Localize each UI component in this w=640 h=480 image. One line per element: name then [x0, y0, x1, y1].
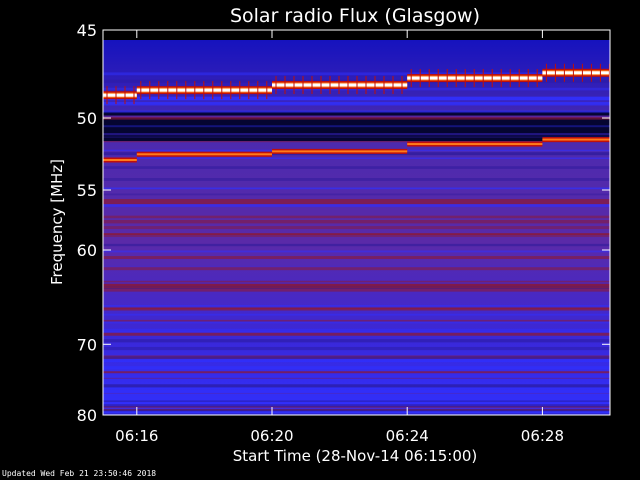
spectrogram-texture-band: [103, 141, 610, 143]
spectrogram-texture-band: [103, 359, 610, 363]
emission-line: [103, 93, 137, 97]
spectrogram-texture-band: [103, 193, 610, 196]
spectrogram-texture-band: [103, 409, 610, 412]
spectrogram-texture-band: [103, 266, 610, 271]
spectrogram-texture-band: [103, 243, 610, 247]
spectrogram-texture-band: [103, 96, 610, 101]
spectrogram-texture-band: [103, 346, 610, 351]
spectrogram-texture-band: [103, 313, 610, 316]
spectrogram-texture-band: [103, 256, 610, 260]
emission-line: [272, 150, 408, 153]
spectrogram-texture-band: [103, 133, 610, 136]
x-axis-label: Start Time (28-Nov-14 06:15:00): [233, 447, 478, 465]
x-axis: 06:16 06:20 06:24 06:28: [115, 30, 564, 445]
spectrogram-texture-band: [103, 283, 610, 287]
spectrogram-texture-band: [103, 226, 610, 230]
spectrogram-texture-band: [103, 204, 610, 208]
spectrogram-texture-band: [103, 233, 610, 237]
emission-line: [542, 71, 610, 75]
spectrogram-texture-band: [103, 220, 610, 224]
spectrogram-dark-band: [103, 30, 610, 40]
spectrogram-texture-band: [103, 392, 610, 394]
y-tick-label: 70: [77, 335, 97, 354]
spectrogram-texture-band: [103, 72, 610, 76]
spectrogram-texture-band: [103, 330, 610, 333]
spectrogram-emission-band: [103, 199, 610, 205]
spectrogram-emission-band: [103, 332, 610, 336]
spectrogram-texture-band: [103, 110, 610, 114]
spectrogram-texture-band: [103, 115, 610, 118]
emission-line: [407, 76, 543, 80]
y-axis-label: Frequency [MHz]: [48, 159, 66, 285]
plot-area: [102, 29, 611, 416]
spectrogram-texture-band: [103, 280, 610, 283]
spectrogram-texture-band: [103, 125, 610, 128]
spectrogram-texture-band: [103, 366, 610, 370]
spectrogram-texture-band: [103, 101, 610, 105]
x-tick-label: 06:28: [521, 427, 564, 445]
y-tick-label: 60: [77, 241, 97, 260]
emission-line: [542, 138, 610, 141]
x-tick-label: 06:16: [115, 427, 158, 445]
spectrogram-texture-band: [103, 384, 610, 388]
x-tick-label: 06:20: [250, 427, 293, 445]
chart-title: Solar radio Flux (Glasgow): [230, 5, 480, 27]
spectrogram-texture-band: [103, 136, 610, 138]
spectrogram-texture-band: [103, 404, 610, 408]
spectrogram-texture-band: [103, 308, 610, 311]
emission-line: [407, 143, 543, 146]
updated-timestamp: Updated Wed Feb 21 23:50:46 2018: [2, 469, 157, 478]
spectrogram-texture-band: [103, 187, 610, 190]
spectrogram-texture-band: [103, 215, 610, 219]
y-tick-label: 45: [77, 21, 97, 40]
spectrogram-texture-band: [103, 356, 610, 359]
spectrogram-texture-band: [103, 166, 610, 169]
spectrogram-texture-band: [103, 110, 610, 112]
spectrogram-emission-band: [103, 286, 610, 289]
spectrogram-texture-band: [103, 400, 610, 403]
y-tick-label: 50: [77, 109, 97, 128]
spectrogram-texture-band: [103, 339, 610, 343]
y-tick-label: 55: [77, 181, 97, 200]
spectrogram-texture-band: [103, 319, 610, 322]
spectrogram-texture-band: [103, 305, 610, 307]
spectrogram-texture-band: [103, 288, 610, 292]
spectrogram-texture-band: [103, 321, 610, 324]
emission-line: [136, 88, 272, 92]
plot-frame: [102, 29, 611, 416]
spectrogram-texture-band: [103, 117, 610, 120]
spectrogram-texture-band: [103, 250, 610, 253]
spectrogram-texture-band: [103, 115, 610, 118]
emission-line: [272, 83, 408, 87]
spectrogram-texture-band: [103, 178, 610, 181]
spectrogram-texture-band: [103, 157, 610, 160]
x-tick-label: 06:24: [386, 427, 429, 445]
spectrogram-emission-band: [103, 371, 610, 374]
spectrogram-texture-band: [103, 328, 610, 331]
emission-line: [103, 159, 137, 161]
spectrogram-texture-band: [103, 377, 610, 379]
y-tick-label: 80: [77, 406, 97, 425]
emission-line: [136, 153, 272, 156]
spectrogram-emission-band: [103, 233, 610, 236]
y-axis: 45 50 55 60 70 80: [77, 21, 610, 425]
spectrogram-texture-band: [103, 103, 610, 106]
spectrogram-texture-band: [103, 390, 610, 393]
spectrogram-texture-band: [103, 283, 610, 285]
spectrogram-texture-band: [103, 387, 610, 389]
spectrogram-texture-band: [103, 412, 610, 416]
